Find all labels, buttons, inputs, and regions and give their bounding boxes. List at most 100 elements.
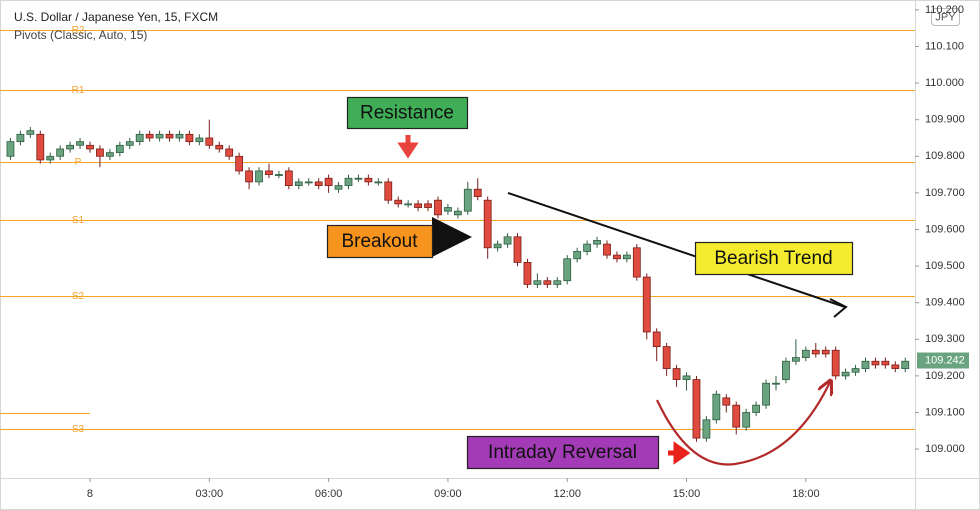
candle-body xyxy=(752,404,761,413)
candle-body xyxy=(722,397,731,406)
candle-body xyxy=(861,360,870,369)
candle-body xyxy=(225,148,234,157)
candle-body xyxy=(265,170,273,175)
y-tick-label: 109.600 xyxy=(925,223,965,235)
candle-body xyxy=(682,375,691,380)
trend-line xyxy=(507,192,846,308)
candle-body xyxy=(871,360,880,366)
y-tick-label: 109.800 xyxy=(925,150,965,162)
candle-body xyxy=(384,181,393,201)
candle-body xyxy=(503,236,512,245)
pivot-label: S2 xyxy=(72,291,85,302)
candle-body xyxy=(175,133,184,139)
candle-body xyxy=(414,203,422,208)
candle-body xyxy=(901,360,910,369)
candle-body xyxy=(165,133,174,139)
currency-label: JPY xyxy=(935,11,956,23)
candle-body xyxy=(841,371,850,377)
candle-body xyxy=(364,177,373,183)
candle-body xyxy=(26,130,35,135)
candle-body xyxy=(513,236,522,263)
candle-body xyxy=(583,243,592,252)
candle-body xyxy=(304,181,313,184)
candle-body xyxy=(324,177,333,186)
candle-body xyxy=(632,247,641,278)
candle-body xyxy=(96,148,104,157)
candle-body xyxy=(394,199,403,205)
reversal-curve xyxy=(656,382,830,466)
candle-body xyxy=(344,177,353,186)
candle-body xyxy=(702,419,711,439)
candle-body xyxy=(881,360,890,366)
candle-body xyxy=(56,148,65,157)
candle-body xyxy=(115,144,124,154)
y-tick-label: 109.200 xyxy=(925,370,965,382)
candle-body xyxy=(662,346,671,369)
pivot-label: R2 xyxy=(72,25,85,36)
y-tick-label: 109.300 xyxy=(925,333,965,345)
candle-body xyxy=(473,188,482,197)
candle-body xyxy=(811,349,820,355)
candle-body xyxy=(6,141,15,157)
candle-body xyxy=(801,349,810,358)
x-tick-label: 12:00 xyxy=(553,488,581,500)
y-tick-label: 110.100 xyxy=(925,40,964,52)
annotation-box xyxy=(326,224,434,259)
candle-body xyxy=(652,331,661,348)
y-tick-label: 109.100 xyxy=(925,406,965,418)
x-tick-label: 18:00 xyxy=(792,488,820,500)
annotation-box xyxy=(346,96,469,130)
candle-body xyxy=(762,382,770,406)
candle-body xyxy=(463,188,472,212)
chart-title: U.S. Dollar / Japanese Yen, 15, FXCM xyxy=(14,10,218,24)
candle-body xyxy=(434,199,442,216)
candle-body xyxy=(294,181,303,186)
candle-body xyxy=(274,174,283,176)
candle-body xyxy=(374,181,383,184)
candle-body xyxy=(563,258,572,282)
reversal-arrow xyxy=(668,441,691,465)
candle-body xyxy=(782,360,790,380)
y-tick-label: 109.900 xyxy=(925,114,965,126)
candle-body xyxy=(444,207,452,212)
candle-body xyxy=(692,379,701,439)
annotation-text: Breakout xyxy=(341,231,418,252)
annotation-text: Intraday Reversal xyxy=(488,442,637,463)
candle-body xyxy=(742,412,751,428)
candle-body xyxy=(125,141,134,146)
annotation-text: Bearish Trend xyxy=(714,248,832,269)
candle-body xyxy=(712,393,721,421)
candle-body xyxy=(523,262,532,285)
y-tick-label: 110.200 xyxy=(925,4,964,16)
candle-body xyxy=(543,280,552,285)
pivot-label: R1 xyxy=(72,85,85,96)
candle-body xyxy=(155,133,164,139)
candle-body xyxy=(831,349,840,377)
candle-body xyxy=(642,276,651,333)
candle-body xyxy=(593,240,601,245)
candle-body xyxy=(334,185,343,190)
candle-body xyxy=(483,199,492,249)
candle-body xyxy=(622,254,631,260)
candle-body xyxy=(603,243,611,256)
candle-body xyxy=(46,155,55,161)
y-tick-label: 110.000 xyxy=(925,77,964,89)
candle-body xyxy=(851,368,860,373)
y-tick-label: 109.000 xyxy=(925,443,965,455)
candle-body xyxy=(245,170,253,183)
candle-body xyxy=(791,357,800,362)
candle-body xyxy=(36,133,45,161)
pivot-label: P xyxy=(75,157,82,168)
candle-body xyxy=(404,203,413,206)
candle-body xyxy=(205,137,214,146)
currency-badge xyxy=(931,8,960,26)
x-tick-label: 06:00 xyxy=(315,488,343,500)
candle-body xyxy=(453,210,462,216)
candle-body xyxy=(573,251,582,260)
y-tick-label: 109.700 xyxy=(925,187,965,199)
trend-arrowhead xyxy=(829,298,848,318)
candle-body xyxy=(66,144,75,150)
pivot-label: S3 xyxy=(72,424,85,435)
candle-body xyxy=(215,144,224,150)
